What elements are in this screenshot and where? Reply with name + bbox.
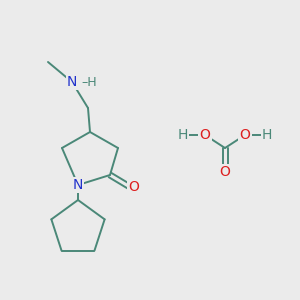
Text: N: N — [73, 178, 83, 192]
Text: –H: –H — [81, 76, 97, 88]
Text: O: O — [200, 128, 210, 142]
Text: O: O — [240, 128, 250, 142]
Text: O: O — [129, 180, 140, 194]
Text: N: N — [67, 75, 77, 89]
Text: O: O — [220, 165, 230, 179]
Text: H: H — [262, 128, 272, 142]
Text: H: H — [178, 128, 188, 142]
